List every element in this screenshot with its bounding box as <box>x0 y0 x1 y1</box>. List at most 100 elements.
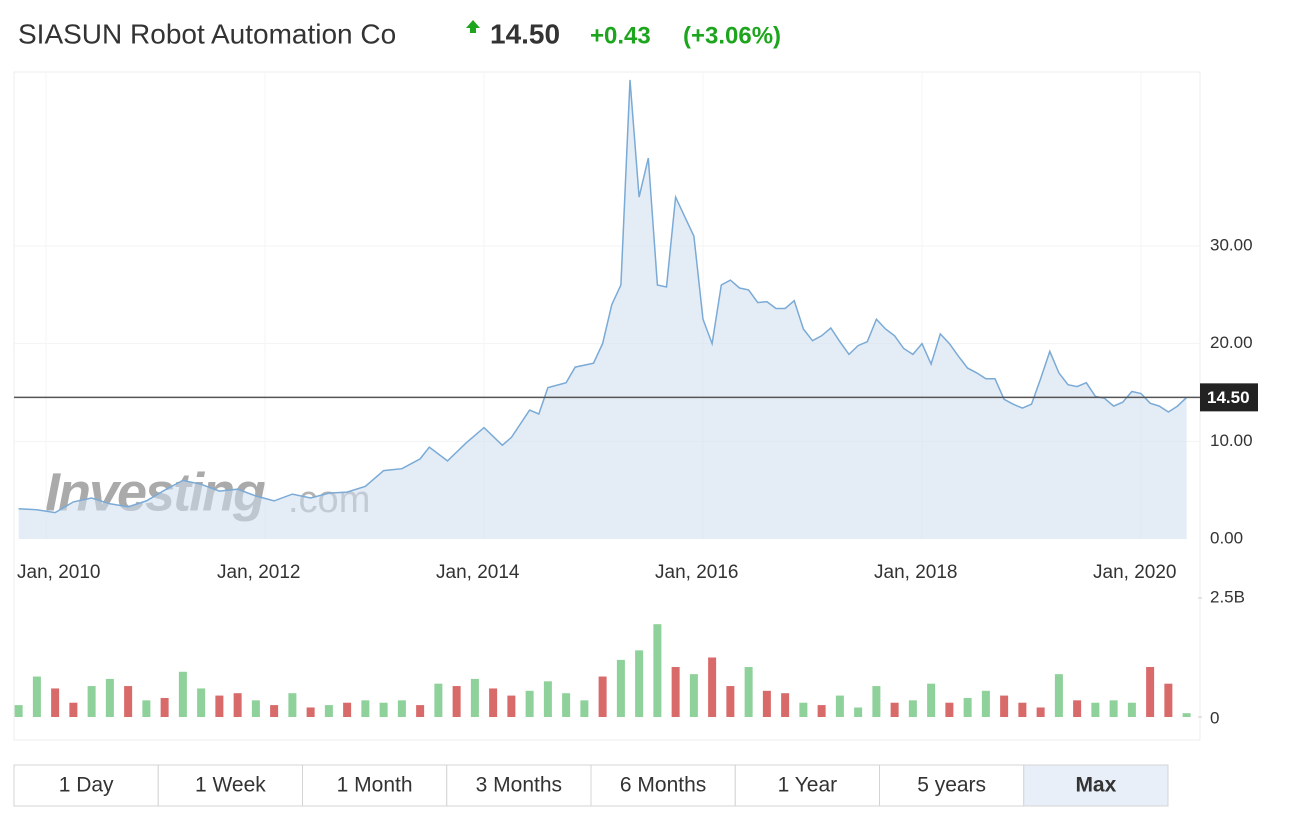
range-button-label[interactable]: 5 years <box>917 774 986 797</box>
range-button[interactable] <box>879 764 1025 807</box>
range-button-label[interactable]: Max <box>1075 774 1116 797</box>
volume-bar <box>1182 713 1191 717</box>
volume-bar <box>927 683 936 717</box>
volume-bar <box>908 700 917 717</box>
volume-bar <box>799 702 808 717</box>
volume-bar <box>726 686 735 717</box>
volume-bar <box>1164 683 1173 717</box>
y-tick-label: 0.00 <box>1210 528 1243 547</box>
volume-bar <box>251 700 260 717</box>
volume-bar <box>744 667 753 717</box>
volume-bar <box>14 705 23 717</box>
volume-bar <box>324 705 333 717</box>
change-pct: (+3.06%) <box>683 22 781 49</box>
volume-bar <box>197 688 206 717</box>
range-button[interactable] <box>590 764 736 807</box>
volume-bar <box>689 674 698 717</box>
volume-bar <box>416 705 425 717</box>
volume-bar <box>580 700 589 717</box>
y-tick-label: 10.00 <box>1210 431 1253 450</box>
title: SIASUN Robot Automation Co <box>18 18 396 49</box>
range-button-label[interactable]: 1 Month <box>337 774 413 797</box>
volume-bar <box>470 678 479 717</box>
y-tick-label: 30.00 <box>1210 235 1253 254</box>
volume-bar <box>1127 702 1136 717</box>
volume-bar <box>872 686 881 717</box>
volume-bar <box>525 690 534 717</box>
volume-bar <box>1054 674 1063 717</box>
volume-bar <box>270 705 279 717</box>
volume-bar <box>343 702 352 717</box>
y-tick-label: 0 <box>1210 708 1219 727</box>
volume-bar <box>1073 700 1082 717</box>
volume-bar <box>781 693 790 717</box>
volume-bar <box>124 686 133 717</box>
volume-bar <box>543 681 552 717</box>
volume-bar <box>233 693 242 717</box>
volume-bar <box>434 683 443 717</box>
volume-bar <box>1036 707 1045 717</box>
price-tag: 14.50 <box>1207 388 1250 407</box>
range-button-label[interactable]: 6 Months <box>620 774 706 797</box>
volume-bar <box>635 650 644 717</box>
volume-bar <box>1018 702 1027 717</box>
price-tag-bg <box>1200 383 1258 412</box>
volume-bar <box>87 686 96 717</box>
volume-bar <box>379 702 388 717</box>
volume-bar <box>160 697 169 717</box>
volume-bar <box>51 688 60 717</box>
range-button-label[interactable]: 3 Months <box>476 774 562 797</box>
range-button[interactable] <box>302 764 448 807</box>
volume-bar <box>1146 667 1155 717</box>
volume-bar <box>945 702 954 717</box>
range-button[interactable] <box>734 764 880 807</box>
volume-bar <box>981 690 990 717</box>
up-arrow <box>466 20 480 33</box>
volume-bar <box>507 695 516 717</box>
x-tick-label: Jan, 2020 <box>1093 562 1176 583</box>
volume-bar <box>1109 700 1118 717</box>
range-button[interactable] <box>13 764 159 807</box>
x-tick-label: Jan, 2010 <box>17 562 100 583</box>
volume-bar <box>288 693 297 717</box>
change: +0.43 <box>590 22 651 49</box>
volume-bar <box>890 702 899 717</box>
x-tick-label: Jan, 2016 <box>655 562 738 583</box>
x-tick-label: Jan, 2014 <box>436 562 520 583</box>
x-tick-label: Jan, 2018 <box>874 562 957 583</box>
volume-bar <box>32 676 41 717</box>
range-button[interactable] <box>446 764 592 807</box>
volume-bar <box>1091 702 1100 717</box>
range-button-label[interactable]: 1 Year <box>778 774 838 797</box>
volume-bar <box>397 700 406 717</box>
volume-bar <box>671 667 680 717</box>
volume-bar <box>105 678 114 717</box>
area-fill <box>18 79 1187 540</box>
range-button[interactable] <box>157 764 303 807</box>
y-tick-label: 20.00 <box>1210 333 1253 352</box>
volume-bar <box>598 676 607 717</box>
volume-bar <box>489 688 498 717</box>
volume-bar <box>616 659 625 717</box>
volume-bar <box>361 700 370 717</box>
volume-bar <box>306 707 315 717</box>
volume-bar <box>215 695 224 717</box>
range-button-label[interactable]: 1 Week <box>195 774 266 797</box>
volume-bar <box>1000 695 1009 717</box>
volume-bar <box>452 686 461 717</box>
volume-bar <box>854 707 863 717</box>
volume-bar <box>69 702 78 717</box>
volume-bar <box>653 624 662 717</box>
range-button[interactable] <box>1023 764 1169 807</box>
volume-bar <box>178 671 187 717</box>
range-button-label[interactable]: 1 Day <box>59 774 114 797</box>
volume-bar <box>817 705 826 717</box>
y-tick-label: 2.5B <box>1210 587 1245 606</box>
volume-bar <box>835 695 844 717</box>
volume-bar <box>562 693 571 717</box>
volume-bar <box>142 700 151 717</box>
price-line <box>18 79 1188 514</box>
x-tick-label: Jan, 2012 <box>217 562 300 583</box>
